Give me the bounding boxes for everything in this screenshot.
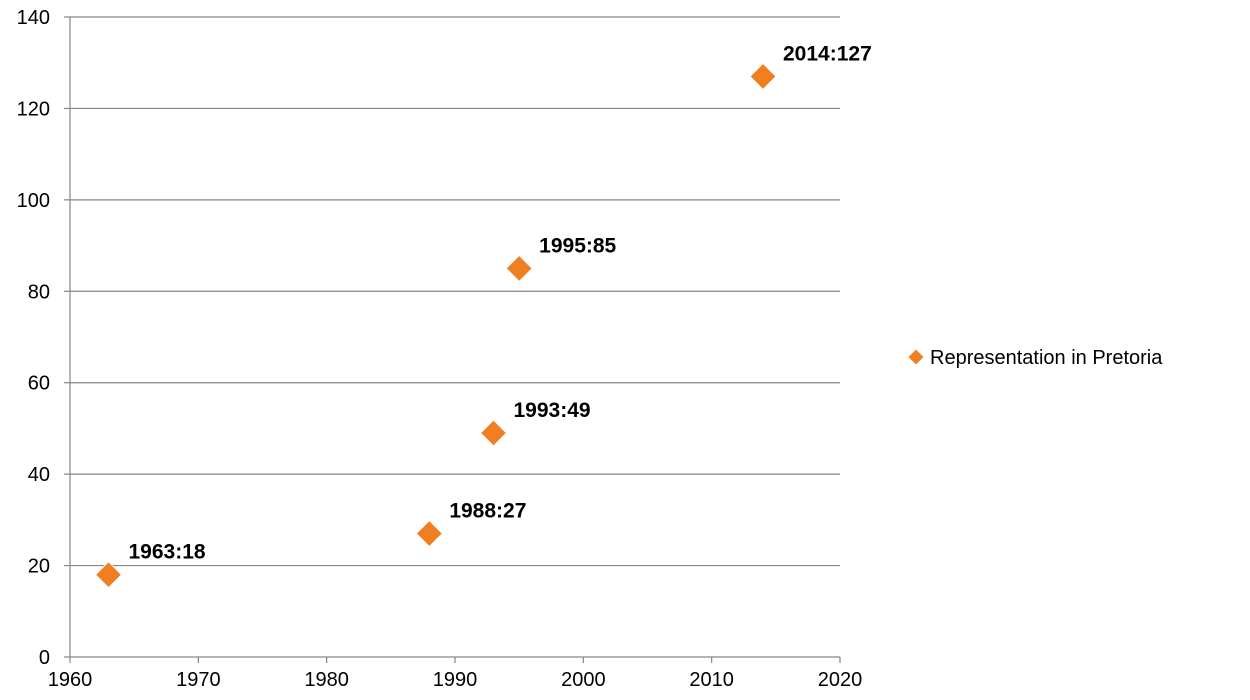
data-label: 1993:49 bbox=[514, 399, 591, 422]
x-tick-label: 2020 bbox=[818, 669, 863, 691]
y-tick-label: 120 bbox=[17, 98, 50, 120]
x-tick-label: 1980 bbox=[304, 669, 349, 691]
data-point bbox=[749, 62, 777, 91]
x-tick-label: 1990 bbox=[433, 669, 478, 691]
y-tick-label: 80 bbox=[28, 281, 50, 303]
data-label: 1963:18 bbox=[129, 541, 206, 564]
data-point bbox=[415, 519, 444, 548]
data-point bbox=[94, 561, 123, 589]
data-point bbox=[479, 419, 508, 447]
data-label: 2014:127 bbox=[783, 42, 872, 65]
legend-label: Representation in Pretoria bbox=[930, 347, 1163, 369]
legend: Representation in Pretoria bbox=[907, 347, 1163, 369]
axes bbox=[64, 16, 841, 663]
y-tick-label: 40 bbox=[28, 464, 50, 486]
y-axis-ticks: 0 20 40 60 80 100 120 140 bbox=[17, 7, 50, 669]
y-tick-label: 140 bbox=[17, 7, 50, 29]
x-tick-label: 2000 bbox=[561, 669, 606, 691]
y-tick-label: 100 bbox=[17, 190, 50, 212]
data-labels: 1963:18 1988:27 1993:49 1995:85 2014:127 bbox=[129, 42, 872, 563]
y-tick-label: 0 bbox=[39, 647, 50, 669]
x-tick-label: 1970 bbox=[176, 669, 221, 691]
y-tick-label: 60 bbox=[28, 373, 50, 395]
y-tick-label: 20 bbox=[28, 556, 50, 578]
grid-lines bbox=[70, 16, 840, 567]
data-label: 1995:85 bbox=[539, 234, 616, 257]
data-label: 1988:27 bbox=[449, 500, 526, 523]
data-point bbox=[505, 254, 533, 283]
legend-marker-diamond-icon bbox=[907, 348, 925, 366]
x-tick-label: 2010 bbox=[689, 669, 734, 691]
data-points bbox=[94, 62, 777, 589]
x-tick-label: 1960 bbox=[48, 669, 93, 691]
legend-diamond bbox=[907, 348, 925, 366]
x-axis-ticks: 1960 1970 1980 1990 2000 2010 2020 bbox=[48, 669, 863, 691]
